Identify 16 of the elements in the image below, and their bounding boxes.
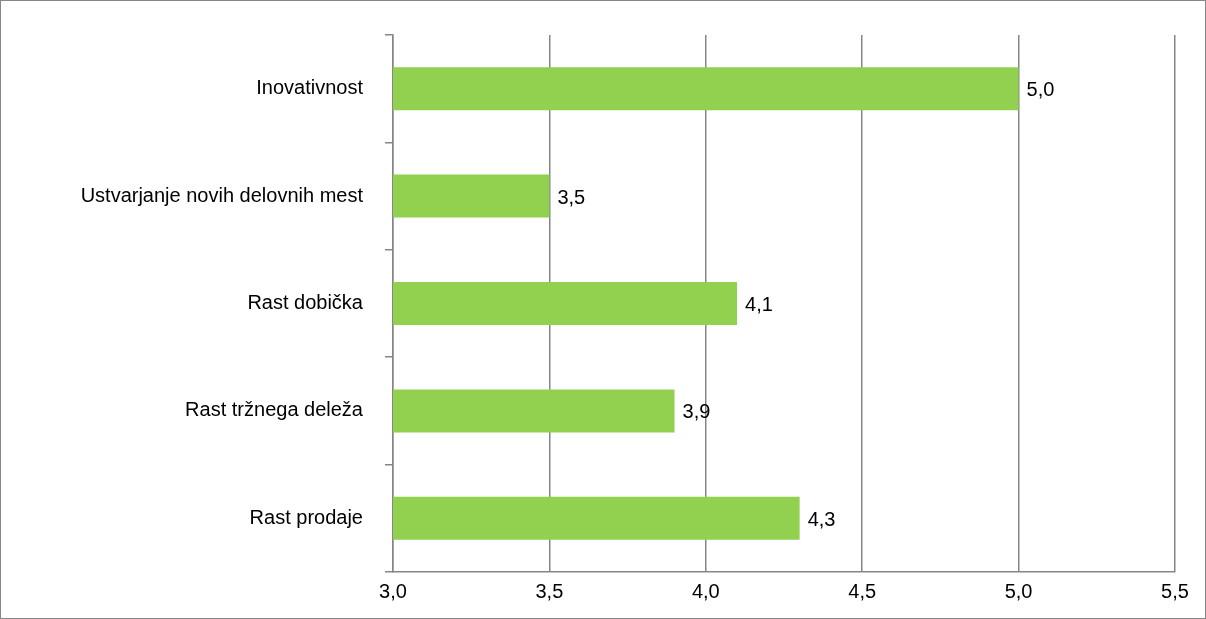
x-tick-label: 4,5 <box>848 579 877 602</box>
y-tick-label: Ustvarjanje novih delovnih mest <box>80 183 364 206</box>
data-label: 3,5 <box>557 185 586 208</box>
data-label: 5,0 <box>1026 78 1055 101</box>
x-tick-label: 3,0 <box>379 579 407 602</box>
x-tick-label: 3,5 <box>535 579 564 602</box>
x-tick-label: 4,0 <box>691 579 720 602</box>
data-label: 4,3 <box>807 507 836 530</box>
y-tick-label: Rast dobička <box>247 291 364 314</box>
y-tick-label: Rast prodaje <box>249 505 363 528</box>
x-tick-label: 5,0 <box>1004 579 1033 602</box>
data-label: 4,1 <box>745 293 773 316</box>
y-tick-label: Rast tržnega deleža <box>185 398 364 421</box>
y-tick-label: Inovativnost <box>256 76 364 99</box>
x-tick-label: 5,5 <box>1161 579 1189 602</box>
data-label: 3,9 <box>682 400 711 423</box>
